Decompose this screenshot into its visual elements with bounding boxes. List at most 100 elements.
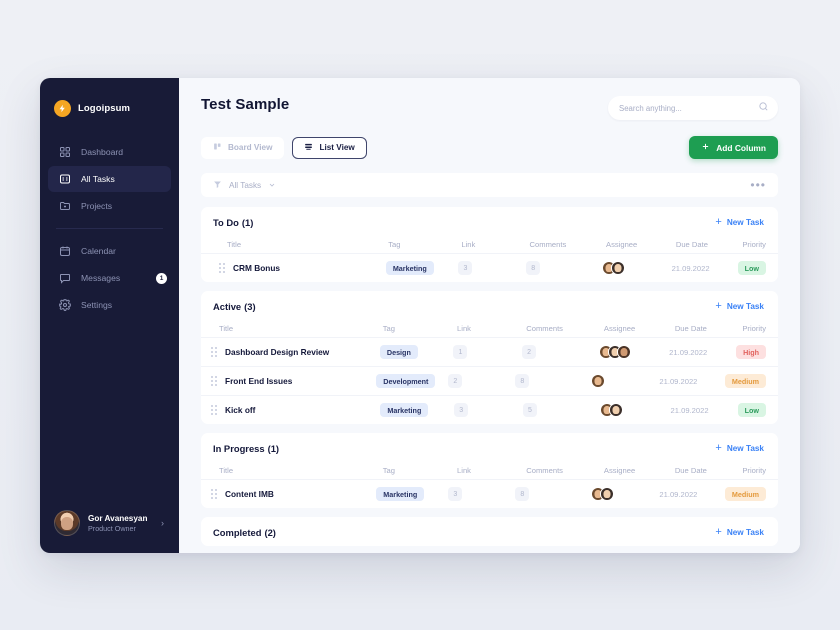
plus-icon xyxy=(701,142,710,153)
sidebar-nav: Dashboard All Tasks xyxy=(40,138,179,319)
drag-handle-icon[interactable] xyxy=(211,405,217,415)
search-box[interactable] xyxy=(608,96,778,120)
drag-handle-icon[interactable] xyxy=(211,347,217,357)
task-assignee-cell xyxy=(590,374,660,388)
assignee-stack[interactable] xyxy=(598,345,669,359)
column-header: Priority xyxy=(742,466,766,475)
sidebar-item-all-tasks[interactable]: All Tasks xyxy=(48,166,171,192)
table-row[interactable]: CRM Bonus Marketing 3 8 21.09.2022 Low xyxy=(201,253,778,282)
add-column-label: Add Column xyxy=(716,142,766,153)
search-input[interactable] xyxy=(619,103,758,113)
assignee-stack[interactable] xyxy=(600,403,670,417)
message-icon xyxy=(58,272,71,285)
avatar xyxy=(54,510,80,536)
table-row[interactable]: Dashboard Design Review Design 1 2 21.09.202… xyxy=(201,337,778,366)
folder-icon xyxy=(58,200,71,213)
chevron-down-icon[interactable] xyxy=(268,176,276,194)
comment-count: 8 xyxy=(515,374,530,388)
sidebar: Logoipsum Dashboard xyxy=(40,78,179,553)
assignee-avatar xyxy=(590,374,605,388)
column-header: Due Date xyxy=(674,466,707,475)
plus-icon: + xyxy=(715,300,722,312)
sidebar-user-card[interactable]: Gor Avanesyan Product Owner › xyxy=(50,505,171,541)
new-task-button[interactable]: + New Task xyxy=(715,527,764,538)
task-link-cell: 3 xyxy=(458,261,526,275)
tag-badge: Marketing xyxy=(385,261,434,275)
task-comments-cell: 8 xyxy=(515,487,590,501)
task-comments-cell: 8 xyxy=(515,374,590,388)
plus-icon: + xyxy=(715,526,722,538)
bolt-icon xyxy=(54,99,71,117)
task-title-cell: Content IMB xyxy=(201,489,376,499)
priority-badge: Low xyxy=(737,403,767,417)
sidebar-item-settings[interactable]: Settings xyxy=(48,292,171,318)
dashboard-icon xyxy=(58,146,71,159)
table-row[interactable]: Front End Issues Development 2 8 21.09.2022 M… xyxy=(201,366,778,395)
priority-badge: Medium xyxy=(724,487,766,501)
table-row[interactable]: Kick off Marketing 3 5 21.09.2022 Low xyxy=(201,395,778,424)
filter-bar: All Tasks ••• xyxy=(201,173,778,197)
comment-count: 2 xyxy=(522,345,537,359)
column-header: Link xyxy=(457,466,471,475)
more-options-icon[interactable]: ••• xyxy=(750,178,766,192)
new-task-button[interactable]: + New Task xyxy=(715,217,764,228)
sidebar-item-messages[interactable]: Messages 1 xyxy=(48,265,171,291)
main-content: Test Sample xyxy=(179,78,800,553)
sidebar-item-label: Messages xyxy=(81,273,121,283)
assignee-stack[interactable] xyxy=(602,261,671,275)
add-column-button[interactable]: Add Column xyxy=(689,136,778,159)
sidebar-item-dashboard[interactable]: Dashboard xyxy=(48,139,171,165)
sidebar-divider xyxy=(56,228,163,229)
task-tag-cell: Marketing xyxy=(385,261,459,275)
section-title-text: In Progress xyxy=(213,443,265,454)
column-header: Comments xyxy=(526,466,563,475)
column-header: Title xyxy=(227,240,242,249)
table-row[interactable]: Content IMB Marketing 3 8 21.09.2022 Medium xyxy=(201,479,778,508)
task-link-cell: 3 xyxy=(454,403,523,417)
search-icon[interactable] xyxy=(758,99,769,117)
section-title-text: To Do xyxy=(213,217,239,228)
drag-handle-icon[interactable] xyxy=(211,376,217,386)
task-section: Completed (2) + New Task xyxy=(201,517,778,546)
tag-badge: Marketing xyxy=(376,487,425,501)
task-tag-cell: Development xyxy=(376,374,448,388)
section-title-text: Active xyxy=(213,301,242,312)
list-icon xyxy=(304,142,313,153)
filter-control[interactable]: All Tasks xyxy=(213,176,276,194)
logo-text: Logoipsum xyxy=(78,102,131,114)
filter-label: All Tasks xyxy=(229,180,262,190)
table-header-row: Title Tag Link Comments Assignee Due Date Prio… xyxy=(201,462,778,479)
column-header: Due Date xyxy=(675,240,708,249)
column-header: Priority xyxy=(742,324,766,333)
sidebar-item-calendar[interactable]: Calendar xyxy=(48,238,171,264)
task-title-cell: Front End Issues xyxy=(201,376,376,386)
drag-handle-icon[interactable] xyxy=(211,489,217,499)
section-title-text: Completed xyxy=(213,527,262,538)
tab-label: Board View xyxy=(228,143,273,152)
task-title-cell: CRM Bonus xyxy=(209,263,386,273)
chevron-right-icon[interactable]: › xyxy=(161,518,164,528)
section-title: In Progress (1) xyxy=(213,443,279,454)
tab-board-view[interactable]: Board View xyxy=(201,136,285,159)
task-tag-cell: Design xyxy=(379,345,454,359)
task-link-cell: 1 xyxy=(453,345,522,359)
assignee-stack[interactable] xyxy=(590,374,660,388)
header-bottom-row: Board View List View xyxy=(201,136,778,159)
sidebar-item-label: Settings xyxy=(81,300,113,310)
column-header: Comments xyxy=(526,324,563,333)
comment-count: 8 xyxy=(526,261,541,275)
assignee-avatar xyxy=(616,345,631,359)
new-task-button[interactable]: + New Task xyxy=(715,301,764,312)
priority-badge: Medium xyxy=(724,374,766,388)
task-title: Dashboard Design Review xyxy=(225,347,330,357)
task-title: Front End Issues xyxy=(225,376,293,386)
logo[interactable]: Logoipsum xyxy=(40,78,179,122)
task-priority-cell: Medium xyxy=(724,374,778,388)
column-header: Assignee xyxy=(603,466,636,475)
assignee-stack[interactable] xyxy=(590,487,660,501)
tab-list-view[interactable]: List View xyxy=(292,136,367,159)
new-task-button[interactable]: + New Task xyxy=(715,443,764,454)
drag-handle-icon[interactable] xyxy=(219,263,225,273)
sidebar-item-projects[interactable]: Projects xyxy=(48,193,171,219)
